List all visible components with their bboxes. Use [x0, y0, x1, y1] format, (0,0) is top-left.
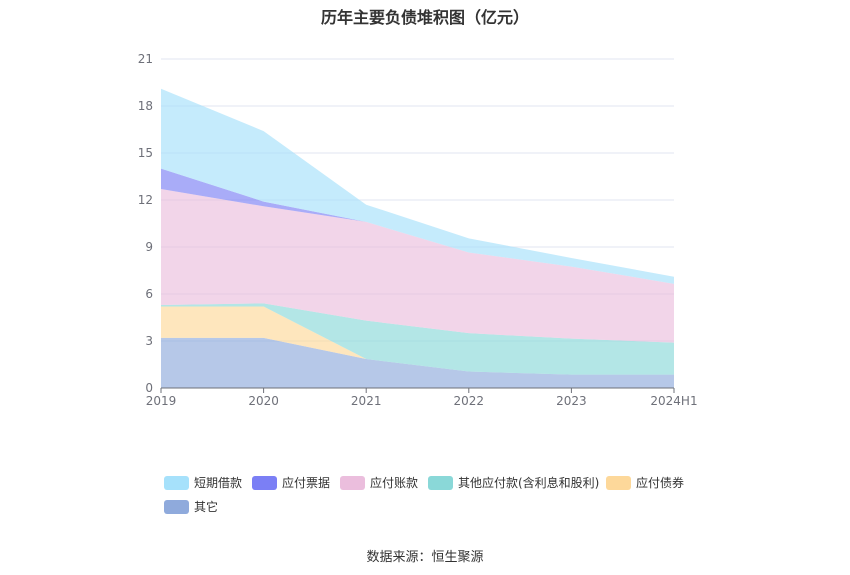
area-series-应付债券 — [161, 306, 674, 375]
legend-item[interactable]: 短期借款 — [164, 474, 242, 491]
y-tick-label: 12 — [138, 193, 153, 207]
legend-label: 其他应付款(含利息和股利) — [458, 476, 600, 490]
legend-label: 应付债券 — [636, 476, 685, 490]
y-tick-label: 21 — [138, 52, 153, 66]
legend-swatch — [428, 475, 453, 490]
y-tick-label: 3 — [145, 334, 153, 348]
area-series-其他应付款(含利息和股利) — [161, 303, 674, 375]
y-tick-label: 9 — [145, 240, 153, 254]
legend-label: 其它 — [194, 500, 219, 514]
legend-swatch — [606, 475, 631, 490]
area-series-应付账款 — [161, 189, 674, 343]
legend-label: 应付票据 — [282, 476, 331, 490]
y-tick-label: 0 — [145, 381, 153, 395]
legend-item[interactable]: 应付票据 — [252, 474, 330, 491]
chart-title: 历年主要负债堆积图（亿元） — [320, 8, 529, 27]
legend-item[interactable]: 其它 — [164, 498, 218, 515]
y-tick-label: 6 — [145, 287, 153, 301]
legend-item[interactable]: 应付债券 — [606, 474, 684, 491]
legend-swatch — [252, 475, 277, 490]
x-tick-label: 2024H1 — [650, 394, 697, 408]
y-tick-label: 18 — [138, 99, 153, 113]
x-tick-label: 2021 — [351, 394, 382, 408]
y-tick-label: 15 — [138, 146, 153, 160]
legend-item[interactable]: 其他应付款(含利息和股利) — [428, 474, 599, 491]
legend-swatch — [164, 499, 189, 514]
legend-label: 短期借款 — [194, 476, 243, 490]
axes: 0 3 6 9 12 15 18 21 2019 2020 2021 2022 2023 2024H1 — [138, 52, 698, 408]
legend-label: 应付账款 — [370, 476, 419, 490]
stacked-areas — [161, 88, 674, 388]
x-tick-label: 2019 — [146, 394, 177, 408]
x-tick-label: 2022 — [454, 394, 485, 408]
data-source: 数据来源：恒生聚源 — [366, 550, 484, 565]
legend-item[interactable]: 应付账款 — [340, 474, 418, 491]
legend-swatch — [340, 475, 365, 490]
x-tick-label: 2023 — [556, 394, 587, 408]
legend-swatch — [164, 475, 189, 490]
area-series-其它 — [161, 337, 674, 388]
x-tick-label: 2020 — [248, 394, 279, 408]
area-series-短期借款 — [161, 88, 674, 284]
